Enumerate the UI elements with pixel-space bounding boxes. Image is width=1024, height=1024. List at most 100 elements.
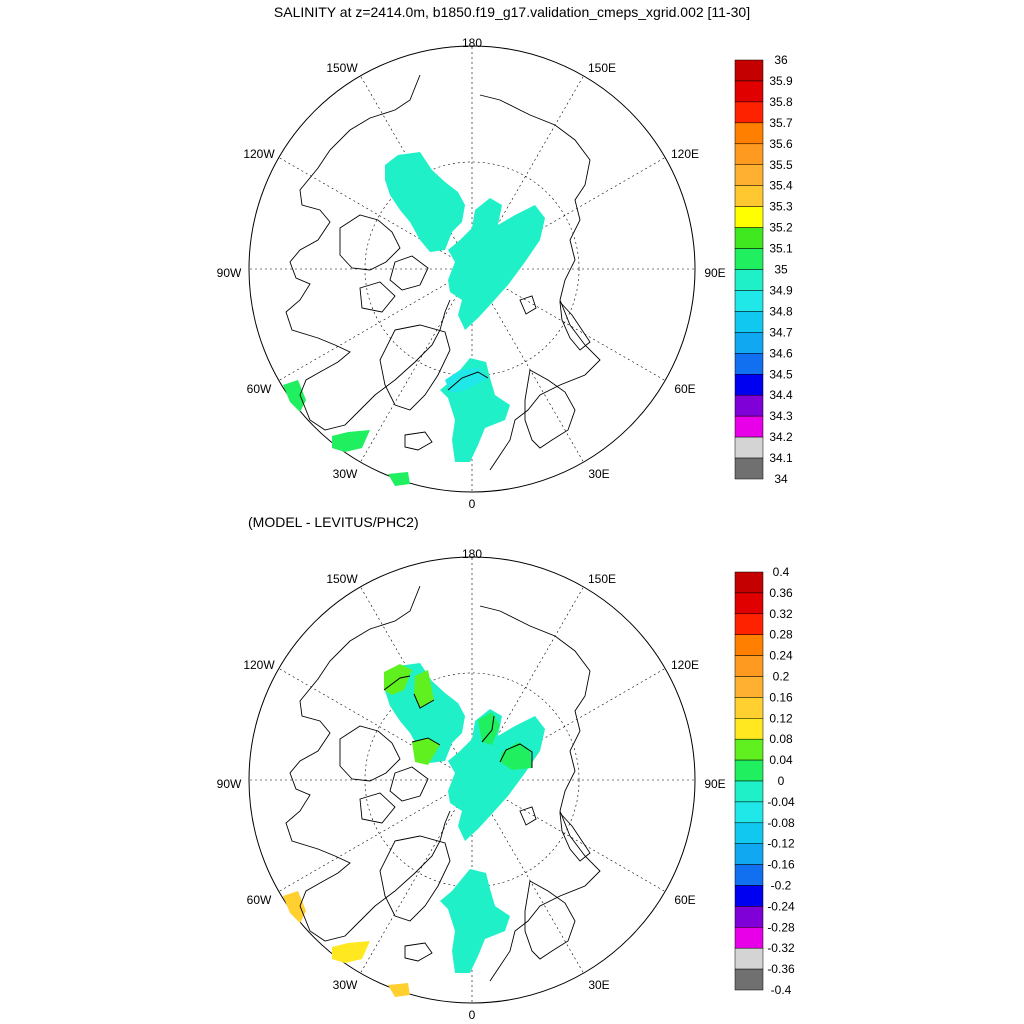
longitude-label: 90W: [217, 266, 242, 280]
fill-region-canada-positive-c: [412, 738, 440, 765]
colorbar-tick-label: 0.28: [769, 628, 793, 642]
colorbar-tick-label: 34.8: [769, 304, 793, 318]
contour-line-canada-a: [383, 675, 411, 691]
fill-region-eurasian-positive-a: [478, 712, 500, 745]
colorbar-swatch: [734, 415, 764, 438]
salinity-colorbar: 36 35.9 35.8 35.7 35.6 35.5 35.4 35.3 35.2 35.1 35…: [734, 53, 793, 486]
colorbar-tick-label: 0.12: [769, 711, 793, 725]
fill-region-labrador: [283, 380, 306, 412]
coastline-scandinavia: [524, 880, 576, 960]
coastline-archipelago: [339, 214, 429, 313]
colorbar-tick-label: -0.04: [767, 795, 795, 809]
contour-line-eurasian-a: [481, 715, 495, 743]
colorbar-swatch: [734, 885, 764, 907]
contour-lines: [383, 675, 533, 768]
colorbar-tick-label: 35.7: [769, 116, 793, 130]
colorbar-swatch: [734, 290, 764, 312]
colorbar-swatch: [734, 101, 764, 124]
colorbar-tick-label: 0: [778, 774, 785, 788]
longitude-labels: 180 150E 120E 90E 60E 30E 0 30W 60W 90W 120W 150W: [217, 36, 726, 511]
colorbar-tick-label: 34.9: [769, 283, 793, 297]
meridian-line: [360, 268, 473, 463]
fill-region-labrador: [283, 891, 306, 923]
colorbar-swatch: [734, 864, 764, 886]
contour-line-eurasian-b: [499, 743, 533, 768]
colorbar-swatch: [734, 676, 764, 698]
meridian-line: [471, 75, 584, 270]
salinity-map-panel: 180 150E 120E 90E 60E 30E 0 30W 60W 90W 120W 150W: [217, 36, 726, 511]
longitude-label: 120E: [671, 658, 699, 672]
longitude-label: 30W: [333, 467, 358, 481]
colorbar-tick-label: 35.4: [769, 179, 793, 193]
colorbar-swatch: [734, 457, 764, 480]
salinity-fill-regions: [283, 152, 545, 486]
contour-lines: [447, 371, 489, 391]
colorbar-tick-label: 0.04: [769, 753, 793, 767]
colorbar-tick-label: -0.36: [767, 962, 795, 976]
longitude-label: 60E: [674, 382, 695, 396]
fill-region-fram-strait: [445, 368, 488, 392]
colorbar-tick-label: 34: [774, 472, 788, 486]
longitude-label: 150E: [588, 572, 616, 586]
colorbar-swatch: [734, 80, 764, 103]
colorbar-swatch: [734, 947, 764, 970]
colorbar-tick-label: -0.08: [767, 816, 795, 830]
coastline-svalbard: [519, 295, 537, 315]
longitude-label: 0: [469, 1008, 476, 1022]
colorbar-tick-label: 35.9: [769, 74, 793, 88]
longitude-label: 150E: [588, 61, 616, 75]
meridian-line: [471, 779, 666, 892]
colorbar-swatch: [734, 718, 764, 740]
coastline-eurasia: [479, 605, 601, 982]
colorbar-tick-label: 0.36: [769, 586, 793, 600]
longitude-label: 30E: [588, 467, 609, 481]
colorbar-swatch: [734, 613, 764, 635]
contour-line-canada-c: [411, 737, 441, 746]
longitude-label: 180: [462, 547, 482, 561]
colorbar-swatch: [734, 571, 764, 594]
colorbar-tick-label: 0.16: [769, 690, 793, 704]
colorbar-tick-label: 35.1: [769, 242, 793, 256]
colorbar-tick-label: 34.6: [769, 346, 793, 360]
difference-fill-regions: [283, 663, 545, 997]
colorbar-tick-label: 35.5: [769, 158, 793, 172]
difference-map-panel: 180 150E 120E 90E 60E 30E 0 30W 60W 90W 120W 150W: [217, 547, 726, 1022]
colorbar-swatch: [734, 374, 764, 396]
longitude-label: 0: [469, 497, 476, 511]
colorbar-swatch: [734, 780, 764, 803]
colorbar-tick-label: -0.28: [767, 920, 795, 934]
fill-region-canada-positive-b: [414, 670, 434, 708]
colorbar-tick-label: -0.32: [767, 941, 795, 955]
meridian-line: [278, 268, 473, 381]
colorbar-tick-label: 35.8: [769, 95, 793, 109]
colorbar-swatch: [734, 269, 764, 291]
longitude-label: 60W: [247, 893, 272, 907]
colorbar-swatch: [734, 227, 764, 249]
longitude-label: 150W: [326, 61, 358, 75]
meridian-line: [471, 779, 584, 974]
colorbar-tick-label: -0.4: [771, 983, 792, 997]
colorbar-swatch: [734, 655, 764, 677]
fill-region-greenland-sea: [440, 869, 510, 973]
coastline-svalbard: [519, 806, 537, 826]
contour-line-fram: [447, 371, 489, 391]
coastline-archipelago: [339, 725, 429, 824]
meridian-line: [471, 668, 666, 781]
colorbar-tick-label: 35.6: [769, 137, 793, 151]
colorbar-tick-label: 34.1: [769, 451, 793, 465]
colorbar-tick-label: 34.4: [769, 388, 793, 402]
colorbar-swatch: [734, 353, 764, 375]
fill-region-north-atlantic-b: [388, 983, 410, 997]
meridian-line: [471, 586, 584, 781]
colorbar-tick-label: 0.2: [773, 670, 790, 684]
longitude-label: 60E: [674, 893, 695, 907]
coastline-north-america: [285, 585, 451, 942]
colorbar-swatch: [734, 143, 764, 166]
meridian-line: [471, 268, 584, 463]
longitude-label: 120E: [671, 147, 699, 161]
colorbar-swatch: [734, 394, 764, 417]
coastlines: [285, 74, 601, 471]
coastline-greenland: [379, 835, 451, 922]
colorbar-swatch: [734, 592, 764, 615]
colorbar-tick-label: -0.12: [767, 837, 795, 851]
